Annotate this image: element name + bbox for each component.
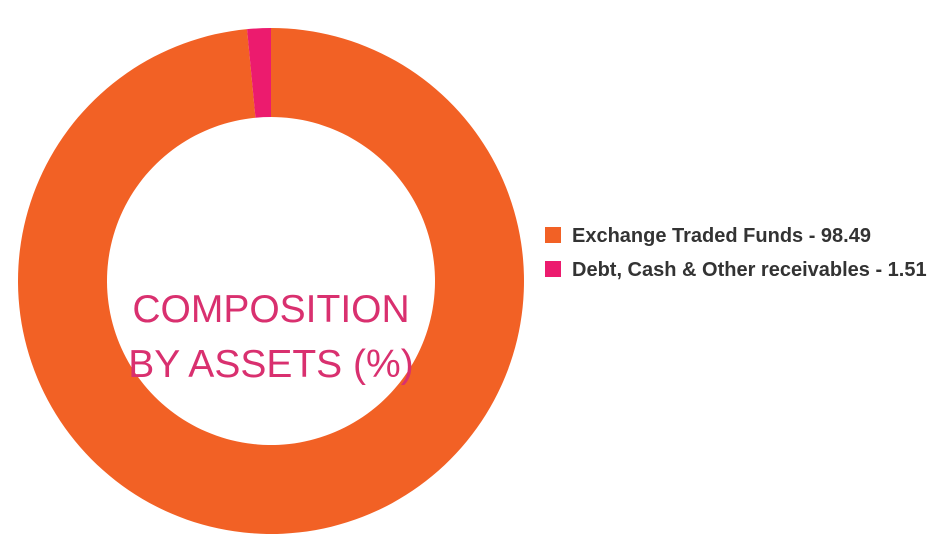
- legend-label: Exchange Traded Funds - 98.49: [572, 225, 871, 247]
- legend-item: Debt, Cash & Other receivables - 1.51: [545, 256, 945, 284]
- legend-item: Exchange Traded Funds - 98.49: [545, 222, 945, 250]
- slice: [18, 28, 525, 534]
- legend-label: Debt, Cash & Other receivables - 1.51: [572, 259, 927, 281]
- chart-title: COMPOSITION BY ASSETS (%): [128, 288, 414, 386]
- legend: Exchange Traded Funds - 98.49 Debt, Cash …: [545, 222, 945, 290]
- slice: [247, 28, 271, 118]
- legend-swatch: [545, 227, 561, 243]
- legend-swatch: [545, 261, 561, 277]
